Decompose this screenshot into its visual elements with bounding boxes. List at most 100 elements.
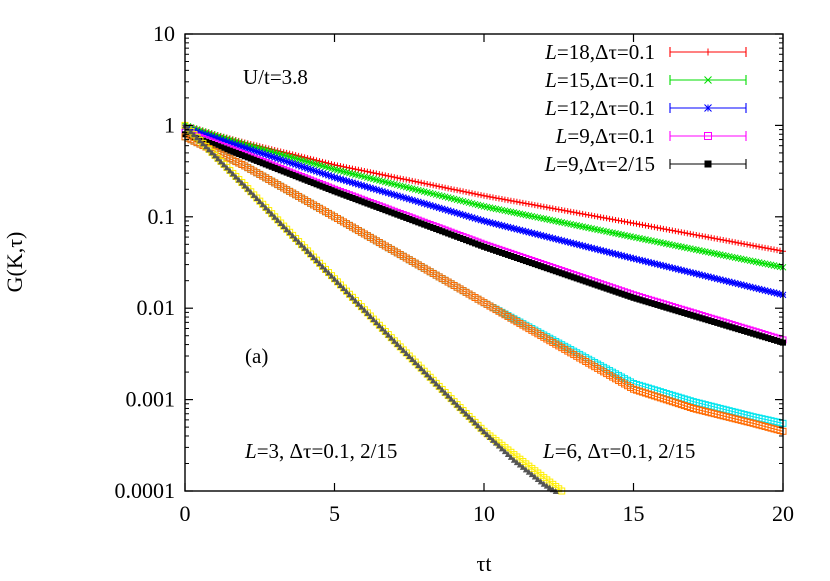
legend-swatch <box>669 131 747 141</box>
data-point <box>483 193 490 200</box>
data-point <box>208 133 216 141</box>
data-point <box>567 208 574 215</box>
legend-label-italic: L <box>544 40 557 64</box>
data-point <box>741 240 748 247</box>
data-point <box>507 453 514 460</box>
data-point <box>232 173 239 180</box>
data-point <box>546 234 554 241</box>
data-point <box>304 247 311 254</box>
data-point <box>564 238 572 246</box>
data-point <box>274 216 281 223</box>
data-point <box>418 179 425 186</box>
data-point <box>412 178 419 185</box>
data-point <box>430 377 437 384</box>
data-point <box>528 201 535 208</box>
data-point <box>540 203 547 210</box>
data-point <box>609 216 616 223</box>
data-point <box>403 176 410 183</box>
legend-label: L=12,Δτ=0.1 <box>544 96 655 120</box>
data-point <box>286 159 294 166</box>
data-point <box>391 337 398 344</box>
series-2 <box>181 124 787 299</box>
data-point <box>725 278 733 286</box>
data-point <box>238 143 246 151</box>
data-point <box>217 158 224 165</box>
data-point <box>774 247 781 254</box>
data-point <box>310 254 317 261</box>
data-point <box>767 288 775 296</box>
data-point <box>645 258 652 266</box>
data-point <box>250 147 258 155</box>
data-point <box>504 451 511 458</box>
data-point <box>432 203 440 211</box>
data-point <box>486 433 493 440</box>
data-point <box>232 141 240 149</box>
data-point <box>663 263 670 270</box>
data-point <box>621 252 628 260</box>
data-point <box>771 246 778 253</box>
data-point <box>340 163 347 170</box>
data-point <box>301 164 308 171</box>
data-point <box>603 248 610 256</box>
data-point <box>609 249 616 257</box>
data-point <box>334 278 341 285</box>
data-point <box>190 131 197 138</box>
data-point <box>436 383 443 390</box>
data-point <box>229 170 236 177</box>
data-point <box>217 136 225 144</box>
data-point <box>735 239 742 246</box>
data-point <box>322 171 329 178</box>
legend-label: L=15,Δτ=0.1 <box>544 68 655 92</box>
data-point <box>534 475 541 482</box>
x-axis-label: τt <box>477 551 492 576</box>
data-point <box>409 356 416 363</box>
data-point <box>564 208 571 215</box>
data-point <box>435 204 443 212</box>
data-point <box>289 160 296 167</box>
data-point <box>331 174 338 181</box>
data-point <box>460 407 467 414</box>
data-point <box>663 226 670 233</box>
data-point <box>669 264 676 272</box>
y-tick-label: 0.0001 <box>115 478 176 503</box>
data-point <box>441 206 449 213</box>
data-point <box>472 190 479 197</box>
data-point <box>576 241 584 249</box>
data-point <box>343 164 350 171</box>
data-point <box>764 287 772 295</box>
data-point <box>639 221 646 228</box>
data-point <box>420 200 428 207</box>
data-point <box>378 187 386 195</box>
data-point <box>250 191 257 198</box>
data-point <box>752 284 760 292</box>
data-point <box>325 160 332 167</box>
data-point <box>645 223 652 230</box>
data-point <box>549 205 556 212</box>
data-point <box>633 220 640 227</box>
data-point <box>627 254 634 262</box>
data-point <box>199 140 206 147</box>
y-tick-label: 1 <box>164 112 175 137</box>
data-point <box>304 165 311 172</box>
data-point <box>475 191 482 198</box>
data-point <box>597 214 604 221</box>
data-point <box>430 182 437 189</box>
data-point <box>265 152 273 159</box>
data-point <box>666 226 673 233</box>
data-point <box>393 192 401 200</box>
data-point <box>546 204 553 211</box>
data-point <box>519 199 526 206</box>
data-point <box>747 242 754 249</box>
series-0 <box>182 122 786 255</box>
data-point <box>528 471 535 478</box>
data-point <box>334 174 341 182</box>
data-point <box>400 346 407 353</box>
data-point <box>561 207 568 214</box>
data-point <box>660 262 667 270</box>
data-point <box>525 200 532 207</box>
data-point <box>463 189 470 196</box>
data-point <box>340 176 347 184</box>
data-point <box>528 229 536 237</box>
annotation-italic: L <box>244 439 257 463</box>
legend-label-italic: L <box>544 96 557 120</box>
